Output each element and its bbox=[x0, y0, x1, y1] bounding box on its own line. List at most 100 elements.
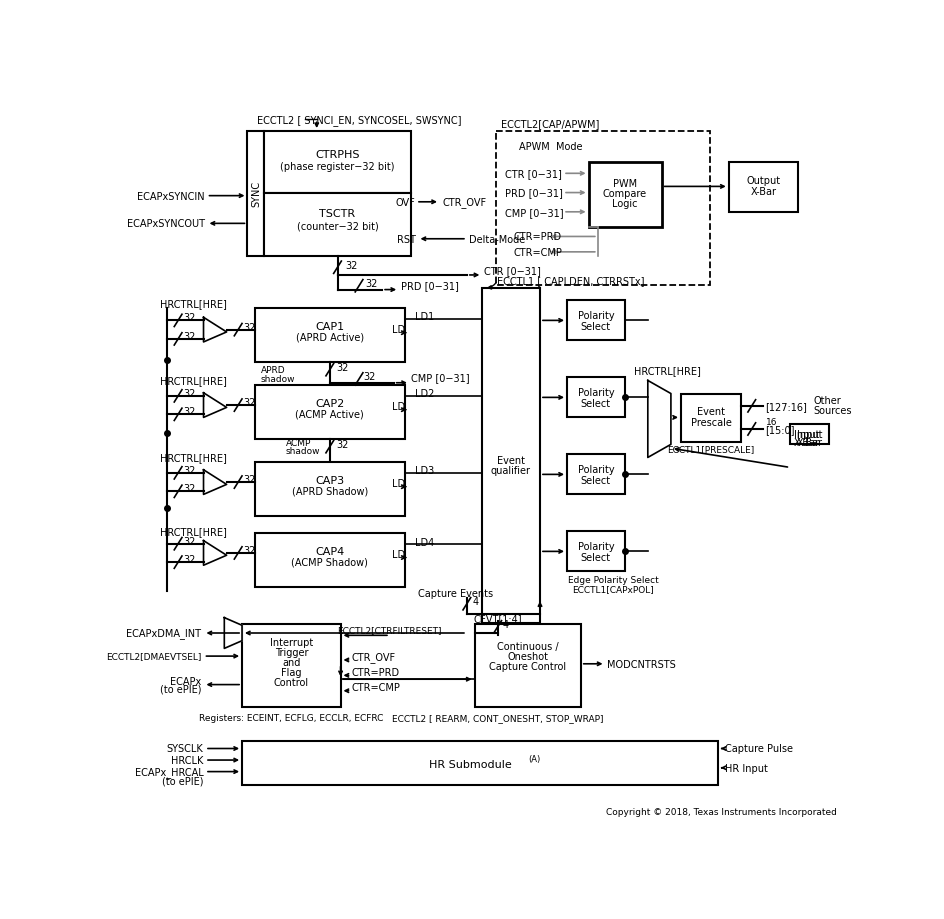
Bar bbox=[588, 163, 662, 228]
Text: LD: LD bbox=[392, 324, 405, 335]
Text: HR Submodule: HR Submodule bbox=[430, 759, 512, 769]
Text: Continuous /: Continuous / bbox=[497, 641, 559, 652]
Text: Flag: Flag bbox=[281, 667, 301, 677]
Text: 4: 4 bbox=[503, 619, 509, 630]
Text: CMP [0−31]: CMP [0−31] bbox=[505, 208, 564, 218]
Text: SYNC: SYNC bbox=[251, 181, 261, 207]
Text: X-Bar: X-Bar bbox=[750, 187, 776, 197]
Text: HRCLK: HRCLK bbox=[171, 755, 204, 766]
Bar bbox=[567, 455, 625, 494]
Text: (A): (A) bbox=[529, 754, 541, 763]
Text: Oneshot: Oneshot bbox=[507, 652, 548, 662]
Text: Input: Input bbox=[797, 429, 822, 439]
Text: 32: 32 bbox=[363, 371, 376, 381]
Text: Event: Event bbox=[697, 407, 725, 417]
Text: Polarity: Polarity bbox=[578, 464, 615, 474]
Text: 32: 32 bbox=[183, 536, 195, 546]
Text: ECAPxSYNCOUT: ECAPxSYNCOUT bbox=[127, 219, 205, 229]
Text: ECAPx: ECAPx bbox=[170, 676, 201, 686]
Text: (APRD Shadow): (APRD Shadow) bbox=[292, 486, 368, 496]
Text: CTR [0−31]: CTR [0−31] bbox=[505, 169, 563, 179]
Text: CAP3: CAP3 bbox=[315, 475, 345, 485]
Text: Input: Input bbox=[795, 429, 820, 439]
Text: ECCTL2[CTRFILTRESET]: ECCTL2[CTRFILTRESET] bbox=[338, 625, 442, 634]
Text: shadow: shadow bbox=[261, 374, 295, 383]
Text: (APRD Active): (APRD Active) bbox=[295, 332, 363, 342]
Text: Sources: Sources bbox=[814, 406, 851, 416]
Text: CAP2: CAP2 bbox=[315, 398, 345, 408]
Bar bbox=[497, 131, 710, 286]
Text: 32: 32 bbox=[183, 483, 195, 494]
Text: Output: Output bbox=[747, 176, 781, 186]
Text: 32: 32 bbox=[346, 261, 358, 270]
Text: shadow: shadow bbox=[286, 447, 320, 456]
Text: LD3: LD3 bbox=[414, 465, 433, 475]
Polygon shape bbox=[204, 541, 227, 565]
Text: Polarity: Polarity bbox=[578, 311, 615, 321]
Text: Other: Other bbox=[814, 396, 841, 406]
Text: CTR=PRD: CTR=PRD bbox=[351, 667, 399, 676]
Text: (ACMP Active): (ACMP Active) bbox=[295, 409, 364, 419]
Text: Registers: ECEINT, ECFLG, ECCLR, ECFRC: Registers: ECEINT, ECFLG, ECCLR, ECFRC bbox=[199, 713, 383, 722]
Text: CTR=CMP: CTR=CMP bbox=[513, 247, 562, 257]
Text: LD2: LD2 bbox=[414, 389, 434, 398]
Text: Capture Control: Capture Control bbox=[489, 662, 566, 672]
Text: 16: 16 bbox=[766, 417, 777, 426]
Text: ECAPxSYNCIN: ECAPxSYNCIN bbox=[138, 191, 205, 201]
Text: HRCTRL[HRE]: HRCTRL[HRE] bbox=[160, 299, 227, 309]
Bar bbox=[242, 624, 341, 707]
Text: ECCTL2 [ SYNCI_EN, SYNCOSEL, SWSYNC]: ECCTL2 [ SYNCI_EN, SYNCOSEL, SWSYNC] bbox=[257, 115, 462, 126]
Text: CTR=CMP: CTR=CMP bbox=[351, 682, 400, 692]
Text: [15:0]: [15:0] bbox=[766, 425, 795, 435]
Bar bbox=[255, 533, 405, 587]
Polygon shape bbox=[648, 381, 671, 458]
Text: X-Bar: X-Bar bbox=[794, 437, 820, 448]
Text: MODCNTRSTS: MODCNTRSTS bbox=[607, 659, 676, 669]
Polygon shape bbox=[204, 471, 227, 494]
Text: 32: 32 bbox=[244, 323, 256, 332]
Text: TSCTR: TSCTR bbox=[319, 210, 356, 219]
Bar bbox=[790, 424, 829, 444]
Bar bbox=[567, 378, 625, 418]
Bar bbox=[681, 395, 741, 443]
Text: Logic: Logic bbox=[612, 199, 637, 209]
Bar bbox=[247, 131, 264, 256]
Polygon shape bbox=[225, 618, 242, 649]
Bar bbox=[475, 624, 581, 707]
Bar bbox=[255, 309, 405, 363]
Text: 32: 32 bbox=[244, 474, 256, 484]
Text: Prescale: Prescale bbox=[690, 417, 732, 427]
Text: RST: RST bbox=[397, 234, 416, 244]
Text: ECAPxDMA_INT: ECAPxDMA_INT bbox=[126, 628, 201, 639]
Text: 32: 32 bbox=[336, 439, 348, 449]
Text: CTR_OVF: CTR_OVF bbox=[442, 198, 486, 208]
Text: HRCTRL[HRE]: HRCTRL[HRE] bbox=[633, 365, 700, 375]
Text: 4: 4 bbox=[472, 596, 479, 606]
Bar bbox=[482, 289, 540, 623]
Text: Interrupt: Interrupt bbox=[270, 638, 312, 648]
Text: Edge Polarity Select: Edge Polarity Select bbox=[567, 575, 659, 584]
Text: CAP4: CAP4 bbox=[315, 546, 345, 556]
Text: LD: LD bbox=[392, 402, 405, 412]
Text: Select: Select bbox=[581, 552, 611, 562]
Text: 32: 32 bbox=[183, 554, 195, 564]
Text: PWM: PWM bbox=[613, 178, 637, 188]
Text: ACMP: ACMP bbox=[286, 438, 312, 447]
Text: ECCTL2 [ REARM, CONT_ONESHT, STOP_WRAP]: ECCTL2 [ REARM, CONT_ONESHT, STOP_WRAP] bbox=[392, 713, 603, 722]
Bar bbox=[242, 741, 717, 786]
Text: LD1: LD1 bbox=[414, 312, 433, 322]
Text: Polarity: Polarity bbox=[578, 388, 615, 398]
Text: HRCTRL[HRE]: HRCTRL[HRE] bbox=[160, 376, 227, 386]
Text: PRD [0−31]: PRD [0−31] bbox=[400, 280, 459, 290]
Text: (to ePIE): (to ePIE) bbox=[160, 684, 201, 694]
Text: Control: Control bbox=[274, 677, 309, 687]
Text: Compare: Compare bbox=[602, 188, 647, 199]
Text: (to ePIE): (to ePIE) bbox=[162, 776, 204, 786]
Text: 32: 32 bbox=[183, 313, 195, 323]
Text: Event: Event bbox=[497, 455, 525, 465]
Text: 32: 32 bbox=[244, 545, 256, 555]
Text: CTR=PRD: CTR=PRD bbox=[513, 233, 561, 243]
Text: Select: Select bbox=[581, 322, 611, 332]
Text: (ACMP Shadow): (ACMP Shadow) bbox=[292, 557, 368, 567]
Text: ECAPx_HRCAL: ECAPx_HRCAL bbox=[135, 766, 204, 777]
